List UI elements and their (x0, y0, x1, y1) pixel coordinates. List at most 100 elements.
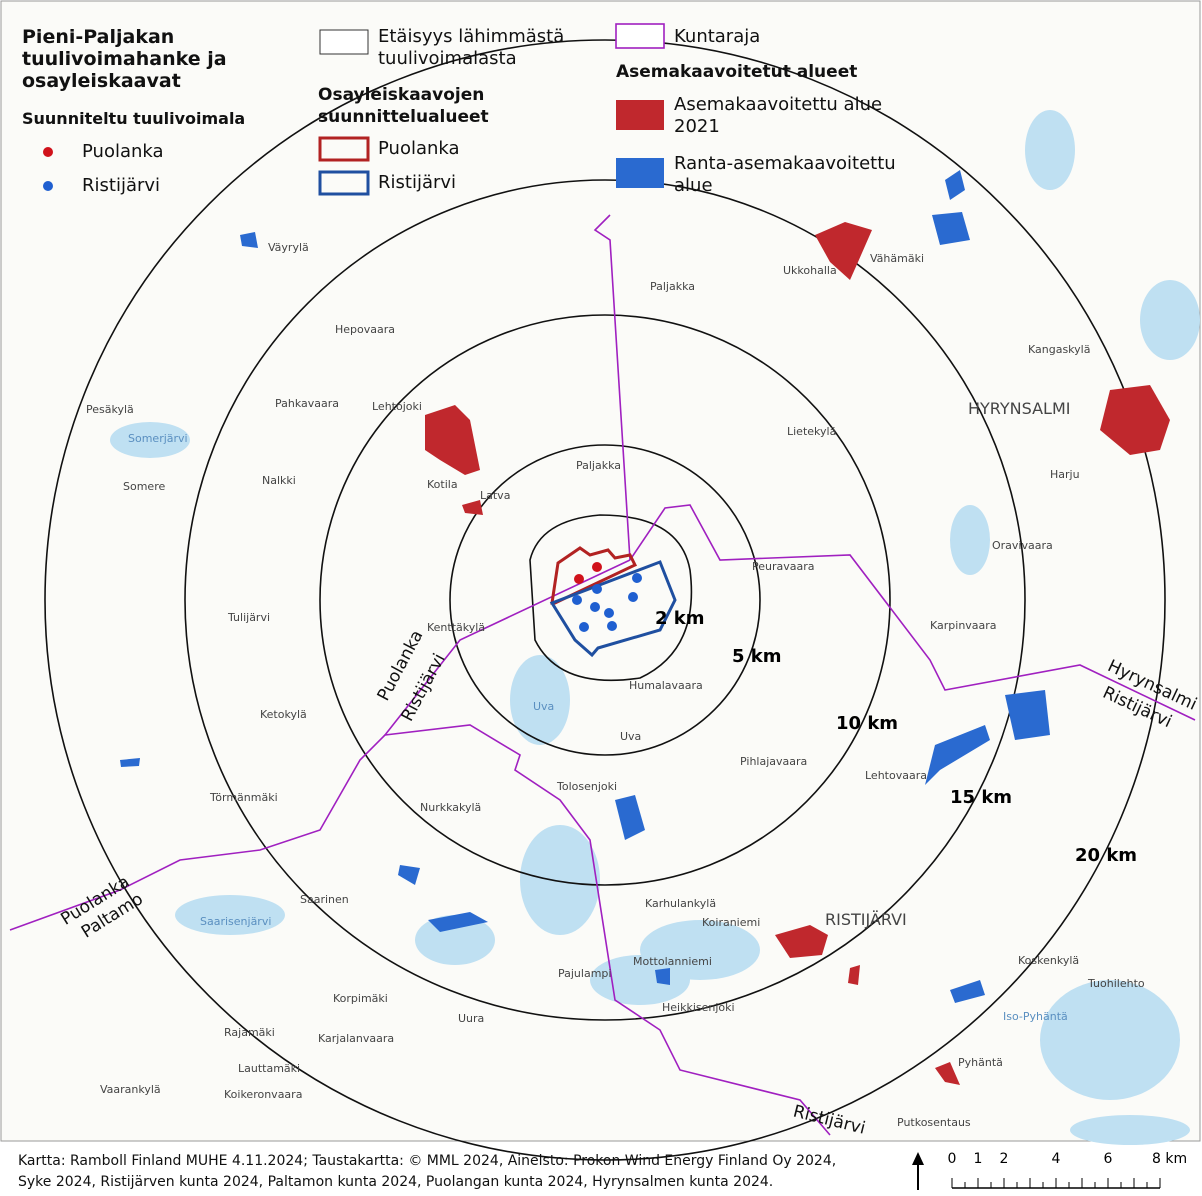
place-name: Uura (458, 1012, 484, 1025)
turbine (604, 608, 614, 618)
turbine (574, 574, 584, 584)
place-name: Kenttäkylä (427, 621, 485, 634)
place-name: RISTIJÄRVI (825, 910, 907, 929)
legend-item: Puolanka (378, 138, 460, 159)
place-name: Lehtovaara (865, 769, 927, 782)
place-name: Saarisenjärvi (200, 915, 271, 928)
legend-title: Pieni-Paljakan tuulivoimahanke ja osayle… (22, 26, 227, 92)
distance-rings (44, 39, 1166, 1161)
ring-label: 15 km (950, 787, 1012, 808)
place-name: Paljakka (576, 459, 621, 472)
place-name: Karhulankylä (645, 897, 716, 910)
legend-item: Etäisyys lähimmästä tuulivoimalasta (378, 26, 565, 69)
legend-distance-symbol (319, 29, 369, 55)
place-name: Törmänmäki (209, 791, 278, 804)
place-name: Rajamäki (224, 1026, 275, 1039)
place-name: Vähämäki (870, 252, 924, 265)
lakes (110, 110, 1200, 1145)
legend-heading: Suunniteltu tuulivoimala (22, 109, 246, 128)
place-name: Peuravaara (752, 560, 815, 573)
turbine (632, 573, 642, 583)
place-name: Somerjärvi (128, 432, 188, 445)
place-name: Ketokylä (260, 708, 307, 721)
legend-heading: Osayleiskaavojen suunnittelualueet (318, 85, 489, 127)
map-frame (0, 0, 1201, 1142)
scale-label: 4 (1052, 1151, 1061, 1167)
zoned-areas (425, 222, 1170, 1085)
north-arrow (912, 1152, 924, 1190)
municipal-boundaries (9, 214, 1196, 1136)
place-name: Karjalanvaara (318, 1032, 394, 1045)
scale-label: 0 (948, 1151, 957, 1167)
legend-plan-puolanka (318, 136, 370, 162)
legend-boundary-symbol (615, 23, 665, 49)
legend-item: Puolanka (82, 141, 164, 162)
place-name: Pyhäntä (958, 1056, 1003, 1069)
place-name: Heikkisenjoki (662, 1001, 735, 1014)
turbine (592, 584, 602, 594)
place-name: Hepovaara (335, 323, 395, 336)
turbines (572, 562, 642, 632)
place-name: Karpinvaara (930, 619, 997, 632)
place-name: Paljakka (650, 280, 695, 293)
place-name: Vaarankylä (100, 1083, 161, 1096)
place-name: Pihlajavaara (740, 755, 807, 768)
legend-zoned-symbol (616, 100, 664, 130)
place-name: Nalkki (262, 474, 296, 487)
place-name: Harju (1050, 468, 1080, 481)
scale-label: 2 (1000, 1151, 1009, 1167)
place-name: Väyrylä (268, 241, 309, 254)
legend-plan-ristijarvi (318, 170, 370, 196)
legend-item: Kuntaraja (674, 26, 761, 47)
scale-label: 1 (974, 1151, 983, 1167)
place-name: Lietekylä (787, 425, 836, 438)
place-name: Tulijärvi (227, 611, 270, 624)
turbine (590, 602, 600, 612)
place-name: Pahkavaara (275, 397, 339, 410)
credits: Syke 2024, Ristijärven kunta 2024, Palta… (18, 1174, 774, 1190)
turbine (607, 621, 617, 631)
legend-turbine-puolanka (43, 147, 53, 157)
scale-bar: 0 1 2 4 6 8 km (948, 1151, 1187, 1189)
plan-area-puolanka (550, 546, 638, 605)
ring-label: 5 km (732, 646, 782, 667)
place-name: Lehtojoki (372, 400, 422, 413)
legend-turbine-ristijarvi (43, 181, 53, 191)
turbine (572, 595, 582, 605)
ring-label: 20 km (1075, 845, 1137, 866)
place-name: Ukkohalla (783, 264, 837, 277)
place-name: Uva (533, 700, 554, 713)
scale-label: 6 (1104, 1151, 1113, 1167)
place-name: Humalavaara (629, 679, 703, 692)
plan-area-ristijarvi (549, 560, 677, 658)
ring-label: 10 km (836, 713, 898, 734)
scale-label: 8 km (1152, 1151, 1187, 1167)
legend-item: Asemakaavoitettu alue 2021 (674, 94, 883, 137)
place-name: Nurkkakylä (420, 801, 481, 814)
place-name: Pesäkylä (86, 403, 134, 416)
legend-heading: Asemakaavoitetut alueet (616, 62, 858, 82)
place-name: Koskenkylä (1018, 954, 1079, 967)
place-name: Lauttamäki (238, 1062, 300, 1075)
place-name: Latva (480, 489, 510, 502)
place-name: Mottolanniemi (633, 955, 712, 968)
place-name: Iso-Pyhäntä (1003, 1010, 1068, 1023)
place-name: HYRYNSALMI (968, 399, 1070, 418)
place-name: Koikeronvaara (224, 1088, 302, 1101)
place-name: Oravivaara (992, 539, 1053, 552)
place-name: Putkosentaus (897, 1116, 971, 1129)
place-name: Kangaskylä (1028, 343, 1090, 356)
place-name: Tuohilehto (1087, 977, 1145, 990)
legend-item: Ristijärvi (378, 172, 457, 193)
credits: Kartta: Ramboll Finland MUHE 4.11.2024; … (18, 1153, 837, 1169)
turbine (579, 622, 589, 632)
legend-item: Ristijärvi (82, 175, 161, 196)
place-name: Uva (620, 730, 641, 743)
place-name: Korpimäki (333, 992, 388, 1005)
place-name: Tolosenjoki (556, 780, 617, 793)
legend-item: Ranta-asemakaavoitettu alue (674, 153, 896, 196)
place-name: Kotila (427, 478, 458, 491)
place-name: Saarinen (300, 893, 349, 906)
